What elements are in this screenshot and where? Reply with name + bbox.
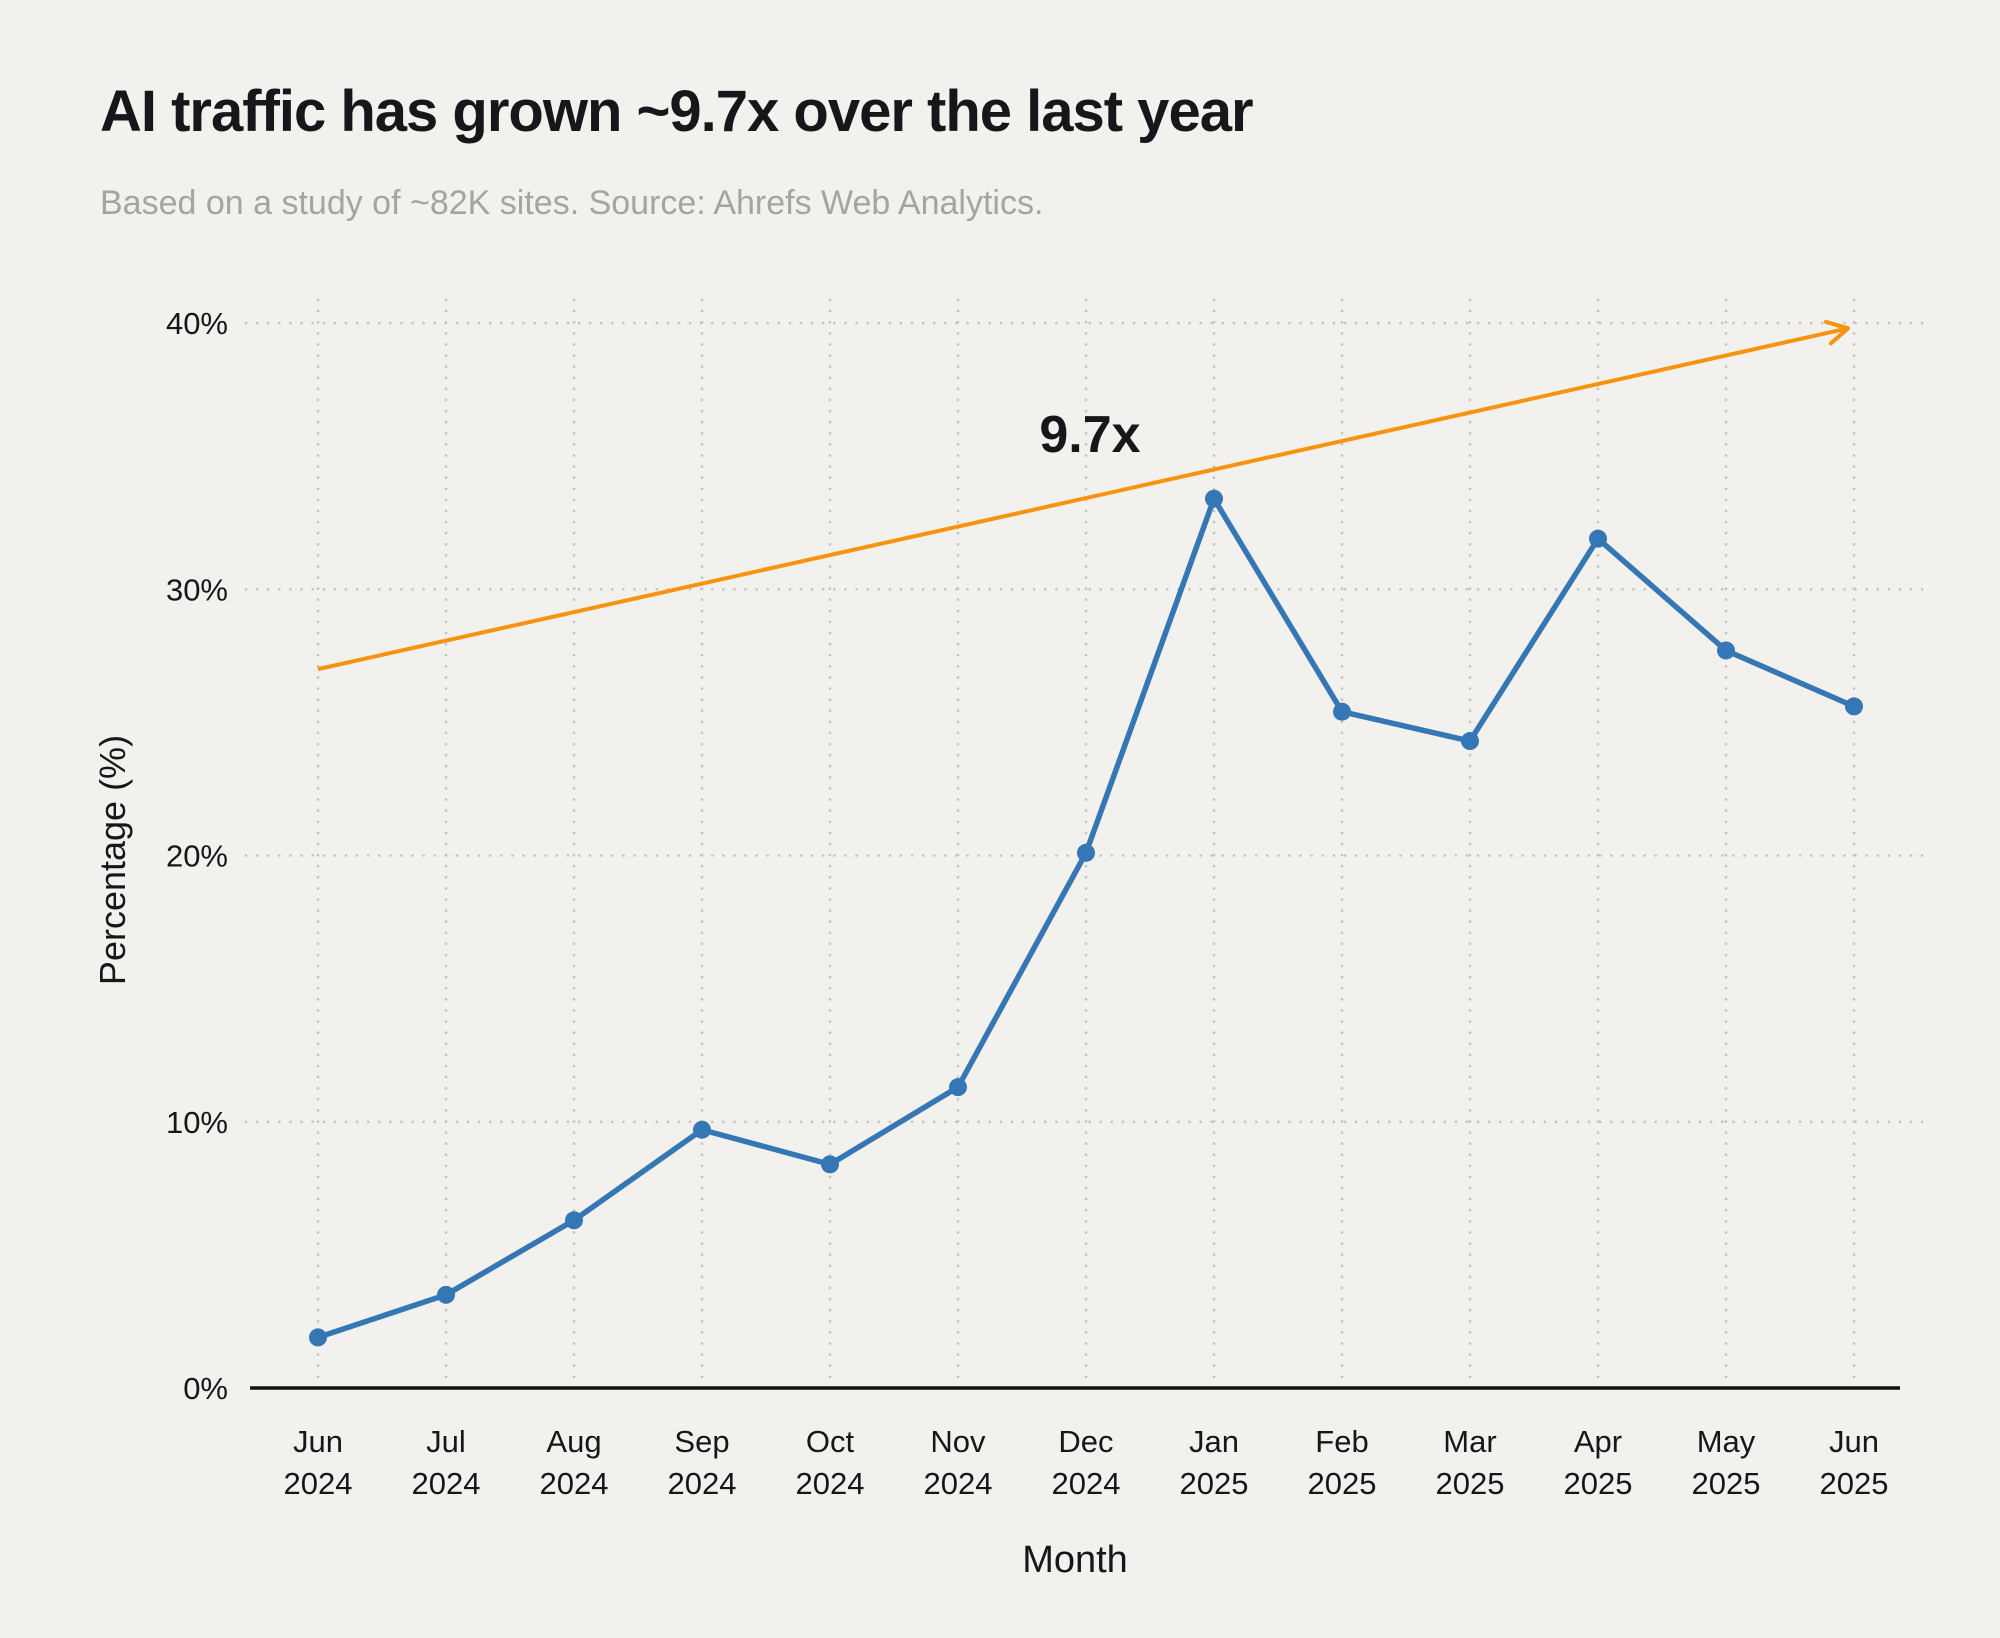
chart-title: AI traffic has grown ~9.7x over the last… bbox=[100, 79, 1254, 144]
x-tick-label-year: 2024 bbox=[668, 1466, 737, 1501]
data-point bbox=[821, 1155, 839, 1174]
data-point bbox=[1845, 697, 1863, 716]
x-tick-label-year: 2024 bbox=[924, 1466, 993, 1501]
data-point bbox=[693, 1120, 711, 1139]
x-tick-label-year: 2024 bbox=[284, 1466, 353, 1501]
chart-subtitle: Based on a study of ~82K sites. Source: … bbox=[100, 184, 1044, 222]
series-line bbox=[315, 495, 1857, 1341]
trend-arrow bbox=[317, 319, 1850, 672]
x-tick-label-month: Jul bbox=[426, 1424, 466, 1459]
x-tick-label-month: Jan bbox=[1189, 1424, 1239, 1459]
data-point bbox=[1205, 489, 1223, 508]
data-point bbox=[1461, 732, 1479, 751]
x-tick-label-year: 2025 bbox=[1180, 1466, 1249, 1501]
data-point bbox=[1077, 843, 1095, 862]
annotation-growth-multiplier: 9.7x bbox=[1039, 406, 1140, 464]
y-tick-label: 10% bbox=[166, 1105, 228, 1140]
x-tick-label-month: Jun bbox=[1829, 1424, 1879, 1459]
data-point bbox=[949, 1078, 967, 1097]
data-point bbox=[437, 1285, 455, 1304]
data-point bbox=[1589, 529, 1607, 548]
y-tick-label: 30% bbox=[166, 572, 228, 607]
data-point bbox=[1333, 702, 1351, 721]
x-tick-label-year: 2024 bbox=[540, 1466, 609, 1501]
x-tick-label-year: 2024 bbox=[412, 1466, 481, 1501]
x-tick-label-year: 2024 bbox=[1052, 1466, 1121, 1501]
x-tick-label-month: Oct bbox=[806, 1424, 855, 1459]
x-tick-label-month: Nov bbox=[930, 1424, 986, 1459]
x-tick-label-month: Aug bbox=[546, 1424, 601, 1459]
x-tick-label-month: Dec bbox=[1058, 1424, 1113, 1459]
x-tick-label-year: 2025 bbox=[1308, 1466, 1377, 1501]
x-axis-title: Month bbox=[1022, 1539, 1128, 1581]
data-point bbox=[1717, 641, 1735, 660]
x-tick-label-month: Mar bbox=[1443, 1424, 1496, 1459]
x-tick-label-year: 2025 bbox=[1692, 1466, 1761, 1501]
x-tick-label-month: Apr bbox=[1574, 1424, 1622, 1459]
x-tick-label-month: Feb bbox=[1315, 1424, 1368, 1459]
x-tick-label-year: 2024 bbox=[796, 1466, 865, 1501]
y-tick-label: 40% bbox=[166, 306, 228, 341]
y-axis-title: Percentage (%) bbox=[92, 735, 133, 985]
x-tick-label-month: May bbox=[1697, 1424, 1756, 1459]
y-tick-label: 0% bbox=[183, 1371, 228, 1406]
x-tick-label-month: Sep bbox=[674, 1424, 729, 1459]
x-tick-label-year: 2025 bbox=[1436, 1466, 1505, 1501]
y-tick-label: 20% bbox=[166, 839, 228, 874]
data-point bbox=[565, 1211, 583, 1230]
x-tick-label-month: Jun bbox=[293, 1424, 343, 1459]
x-tick-label-year: 2025 bbox=[1564, 1466, 1633, 1501]
x-tick-label-year: 2025 bbox=[1820, 1466, 1889, 1501]
data-point bbox=[309, 1328, 327, 1347]
